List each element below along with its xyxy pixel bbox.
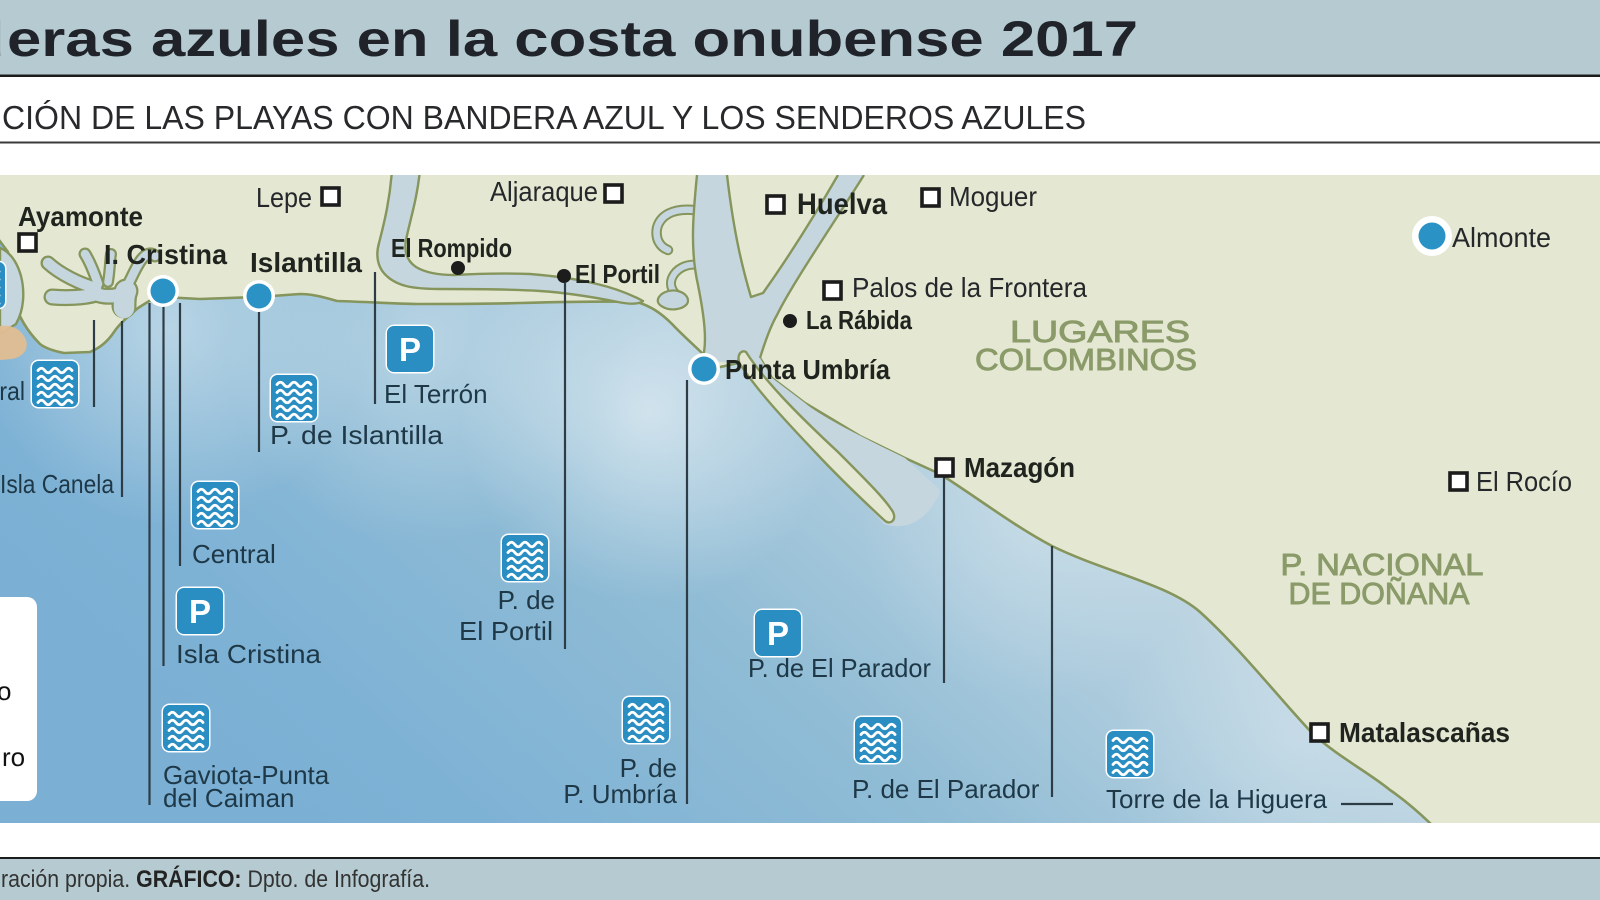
- svg-text:Matalascañas: Matalascañas: [1339, 717, 1510, 748]
- svg-text:Torre de la Higuera: Torre de la Higuera: [1106, 784, 1328, 814]
- svg-text:Islantilla: Islantilla: [250, 247, 362, 278]
- svg-text:Huelva: Huelva: [797, 188, 887, 221]
- svg-text:Almonte: Almonte: [1452, 222, 1551, 253]
- svg-text:Mazagón: Mazagón: [964, 452, 1075, 483]
- svg-text:eras azules en la costa onuben: eras azules en la costa onubense 2017: [7, 11, 1138, 67]
- svg-text:P. de Islantilla: P. de Islantilla: [270, 420, 444, 450]
- svg-text:d: d: [0, 11, 4, 67]
- svg-text:Moguer: Moguer: [949, 181, 1037, 212]
- svg-text:Central: Central: [192, 539, 276, 569]
- svg-text:Lepe: Lepe: [256, 182, 312, 213]
- svg-text:Gaviota-Punta: Gaviota-Punta: [163, 760, 330, 790]
- svg-text:Isla Cristina: Isla Cristina: [176, 639, 322, 669]
- svg-text:ro: ro: [2, 742, 25, 772]
- svg-text:El Portil: El Portil: [575, 259, 660, 289]
- svg-text:El Rocío: El Rocío: [1476, 466, 1572, 497]
- svg-text:P. NACIONAL: P. NACIONAL: [1281, 547, 1484, 582]
- svg-text:P. de: P. de: [498, 585, 555, 615]
- svg-text:Palos de la Frontera: Palos de la Frontera: [852, 272, 1087, 303]
- svg-text:LUGARES: LUGARES: [1010, 314, 1190, 349]
- svg-text:COLOMBINOS: COLOMBINOS: [975, 342, 1197, 377]
- svg-text:El Terrón: El Terrón: [384, 379, 488, 409]
- svg-text:ración propia. GRÁFICO: Dpto.: ración propia. GRÁFICO: Dpto. de Infogra…: [1, 865, 430, 893]
- svg-text:P. de El Parador: P. de El Parador: [852, 774, 1040, 804]
- svg-text:El Portil: El Portil: [459, 616, 553, 646]
- svg-text:Isla Canela: Isla Canela: [0, 469, 114, 499]
- svg-text:El Rompido: El Rompido: [391, 233, 512, 263]
- svg-text:P. Umbría: P. Umbría: [563, 779, 677, 809]
- svg-text:del Caiman: del Caiman: [163, 783, 295, 813]
- svg-text:DE DOÑANA: DE DOÑANA: [1289, 576, 1470, 611]
- svg-text:o: o: [0, 676, 11, 706]
- svg-text:CIÓN DE LAS PLAYAS CON BANDERA: CIÓN DE LAS PLAYAS CON BANDERA AZUL Y LO…: [2, 99, 1086, 136]
- svg-text:Punta Umbría: Punta Umbría: [725, 354, 890, 385]
- svg-text:P. de El Parador: P. de El Parador: [748, 653, 931, 683]
- svg-text:La Rábida: La Rábida: [806, 305, 912, 335]
- svg-text:del Moral: del Moral: [0, 376, 25, 406]
- svg-text:Aljaraque: Aljaraque: [490, 176, 598, 207]
- svg-text:I. Cristina: I. Cristina: [104, 239, 227, 270]
- svg-text:P. de: P. de: [620, 753, 677, 783]
- svg-text:Ayamonte: Ayamonte: [18, 201, 143, 232]
